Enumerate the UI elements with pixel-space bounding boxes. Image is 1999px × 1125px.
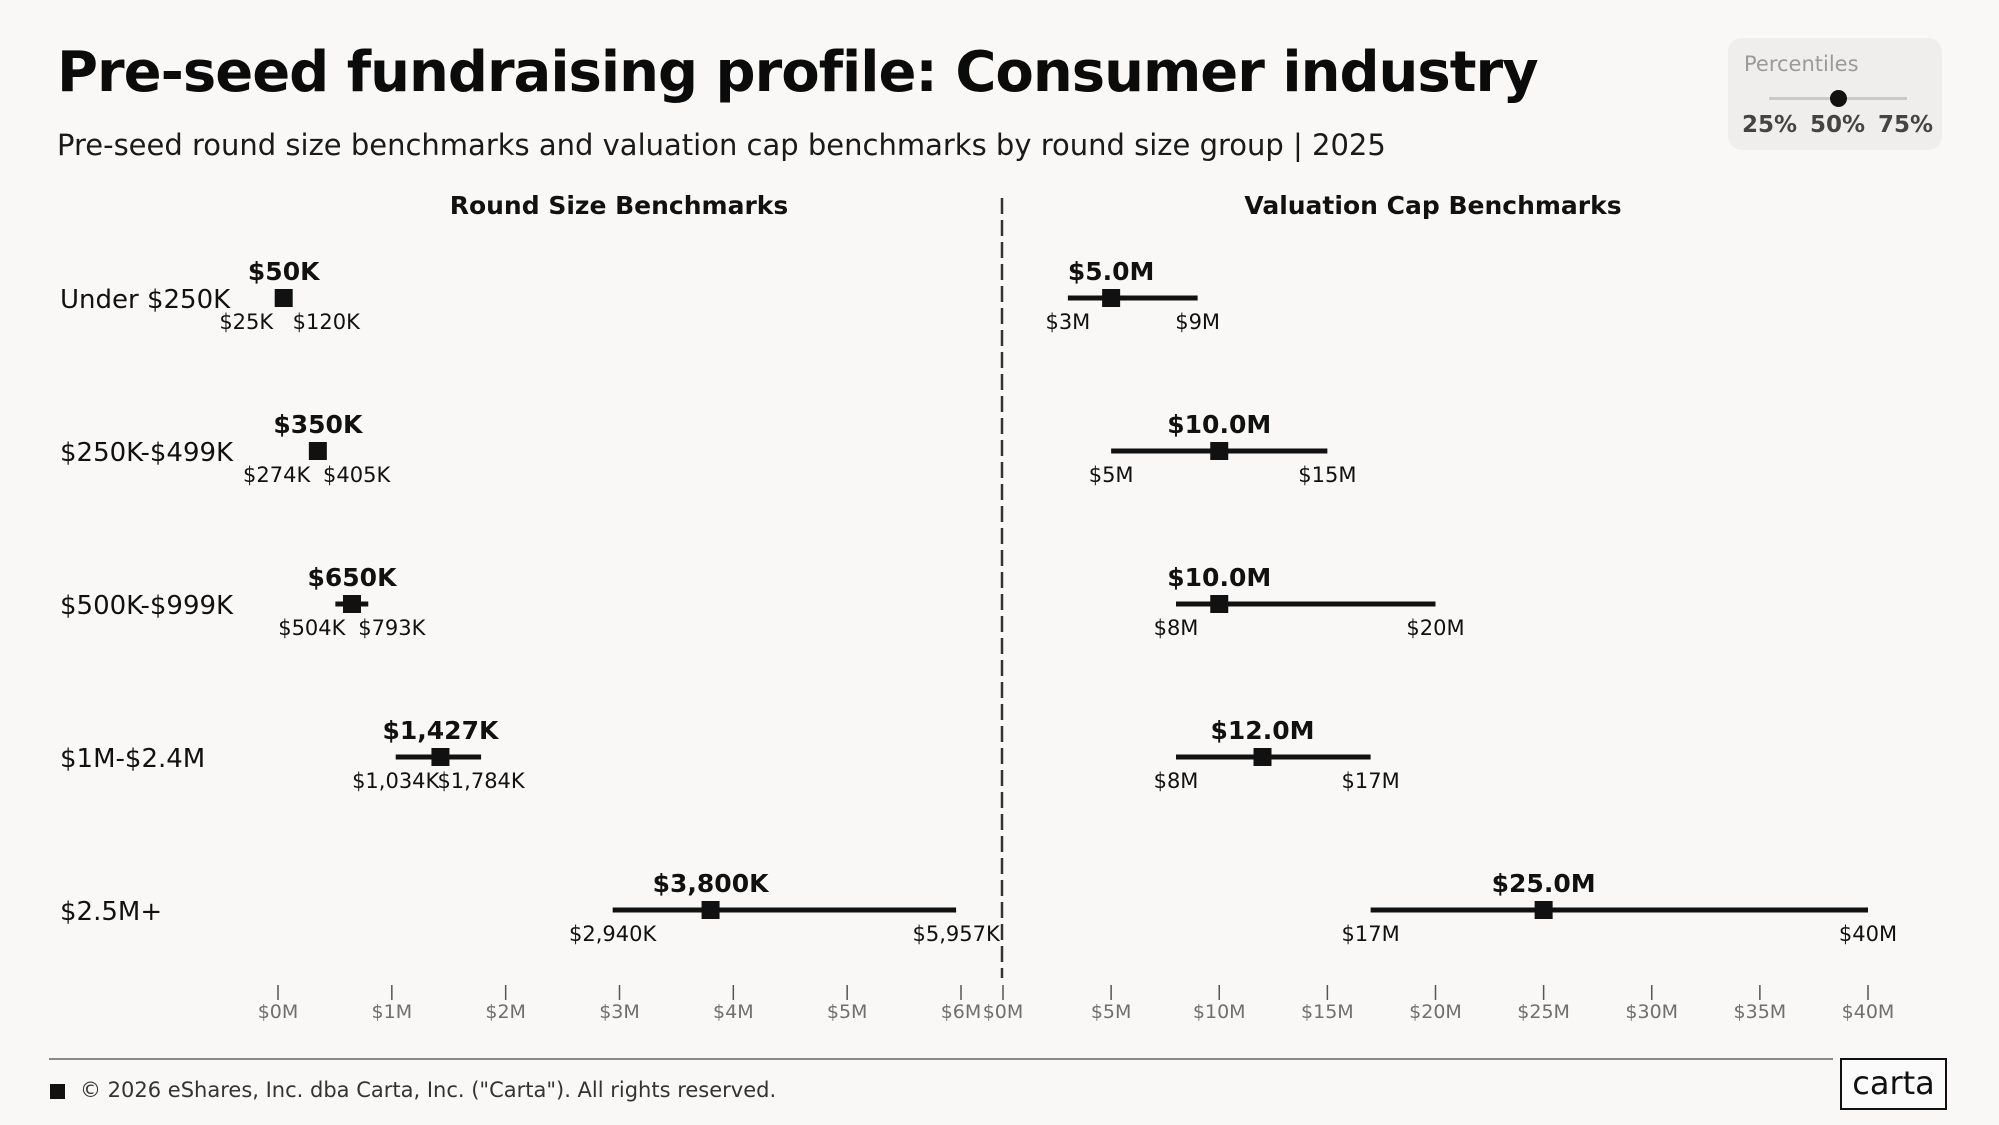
valuation-cap-p75-label: $15M <box>1298 463 1356 487</box>
round-size-median-label: $3,800K <box>653 869 770 898</box>
round-size-p75-label: $120K <box>293 310 361 334</box>
round-size-median-marker <box>342 595 361 613</box>
round-size-p25-label: $274K <box>243 463 311 487</box>
legend-title: Percentiles <box>1744 52 1859 76</box>
round-size-p25-label: $2,940K <box>569 922 657 946</box>
round-size-panel-title: Round Size Benchmarks <box>450 191 789 220</box>
footer-copyright: © 2026 eShares, Inc. dba Carta, Inc. ("C… <box>80 1078 777 1102</box>
footer-square-icon <box>50 1084 65 1099</box>
footer-divider <box>49 1058 1833 1060</box>
round-size-axis-tick-label: $2M <box>485 1001 526 1023</box>
valuation-cap-axis-tick-label: $15M <box>1301 1001 1354 1023</box>
valuation-cap-median-label: $5.0M <box>1068 257 1155 286</box>
round-size-median-marker <box>701 901 720 919</box>
round-size-median-marker <box>308 442 327 460</box>
valuation-cap-axis-tick-label: $25M <box>1517 1001 1570 1023</box>
valuation-cap-p75-label: $17M <box>1342 769 1400 793</box>
valuation-cap-p25-label: $3M <box>1045 310 1090 334</box>
legend-label-50: 50% <box>1810 112 1866 138</box>
valuation-cap-p25-label: $8M <box>1154 769 1199 793</box>
valuation-cap-median-marker <box>1210 442 1229 460</box>
round-size-axis-tick-label: $1M <box>372 1001 413 1023</box>
legend-slider-dot <box>1830 90 1847 107</box>
valuation-cap-median-marker <box>1210 595 1229 613</box>
category-label: $500K-$999K <box>60 591 234 621</box>
round-size-median-label: $50K <box>248 257 321 286</box>
round-size-p25-label: $1,034K <box>352 769 440 793</box>
percentile-legend: Percentiles 25% 50% 75% <box>1728 38 1942 150</box>
round-size-median-label: $1,427K <box>383 716 500 745</box>
category-label: $250K-$499K <box>60 438 234 468</box>
legend-label-75: 75% <box>1878 112 1934 138</box>
benchmark-chart: Under $250K $250K-$499K $500K-$999K $1M-$2.… <box>60 191 1897 1023</box>
valuation-cap-median-marker <box>1534 901 1553 919</box>
valuation-cap-p75-label: $20M <box>1406 616 1464 640</box>
round-size-median-label: $650K <box>308 563 399 592</box>
round-size-median-label: $350K <box>273 410 364 439</box>
round-size-p25-label: $25K <box>219 310 274 334</box>
valuation-cap-axis-tick-label: $40M <box>1842 1001 1895 1023</box>
valuation-cap-axis-tick-label: $10M <box>1193 1001 1246 1023</box>
valuation-cap-axis-tick-label: $5M <box>1091 1001 1132 1023</box>
valuation-cap-p25-label: $5M <box>1089 463 1134 487</box>
legend-label-25: 25% <box>1742 112 1798 138</box>
round-size-axis-tick-label: $3M <box>599 1001 640 1023</box>
round-size-p75-label: $405K <box>323 463 391 487</box>
valuation-cap-panel-title: Valuation Cap Benchmarks <box>1244 191 1621 220</box>
valuation-cap-median-label: $10.0M <box>1167 563 1271 592</box>
round-size-p75-label: $1,784K <box>437 769 525 793</box>
category-label: $2.5M+ <box>60 897 162 927</box>
round-size-median-marker <box>274 289 293 307</box>
round-size-median-marker <box>431 748 450 766</box>
valuation-cap-axis-tick-label: $30M <box>1625 1001 1678 1023</box>
round-size-axis-tick-label: $6M <box>941 1001 982 1023</box>
valuation-cap-axis-tick-label: $0M <box>983 1001 1024 1023</box>
valuation-cap-median-label: $10.0M <box>1167 410 1271 439</box>
valuation-cap-median-marker <box>1253 748 1272 766</box>
valuation-cap-median-label: $12.0M <box>1211 716 1315 745</box>
carta-logo: carta <box>1840 1058 1947 1110</box>
valuation-cap-p25-label: $8M <box>1154 616 1199 640</box>
page-subtitle: Pre-seed round size benchmarks and valua… <box>57 128 1386 162</box>
valuation-cap-p25-label: $17M <box>1342 922 1400 946</box>
round-size-p75-label: $793K <box>358 616 426 640</box>
valuation-cap-p75-label: $40M <box>1839 922 1897 946</box>
round-size-p25-label: $504K <box>278 616 346 640</box>
valuation-cap-median-label: $25.0M <box>1492 869 1596 898</box>
category-label: Under $250K <box>60 285 231 315</box>
round-size-axis-tick-label: $5M <box>827 1001 868 1023</box>
valuation-cap-axis-tick-label: $35M <box>1734 1001 1787 1023</box>
category-label: $1M-$2.4M <box>60 744 205 774</box>
valuation-cap-p75-label: $9M <box>1175 310 1220 334</box>
valuation-cap-median-marker <box>1102 289 1121 307</box>
round-size-axis-tick-label: $0M <box>258 1001 299 1023</box>
page-title: Pre-seed fundraising profile: Consumer i… <box>57 40 1539 105</box>
round-size-p75-label: $5,957K <box>912 922 1000 946</box>
valuation-cap-axis-tick-label: $20M <box>1409 1001 1462 1023</box>
round-size-axis-tick-label: $4M <box>713 1001 754 1023</box>
